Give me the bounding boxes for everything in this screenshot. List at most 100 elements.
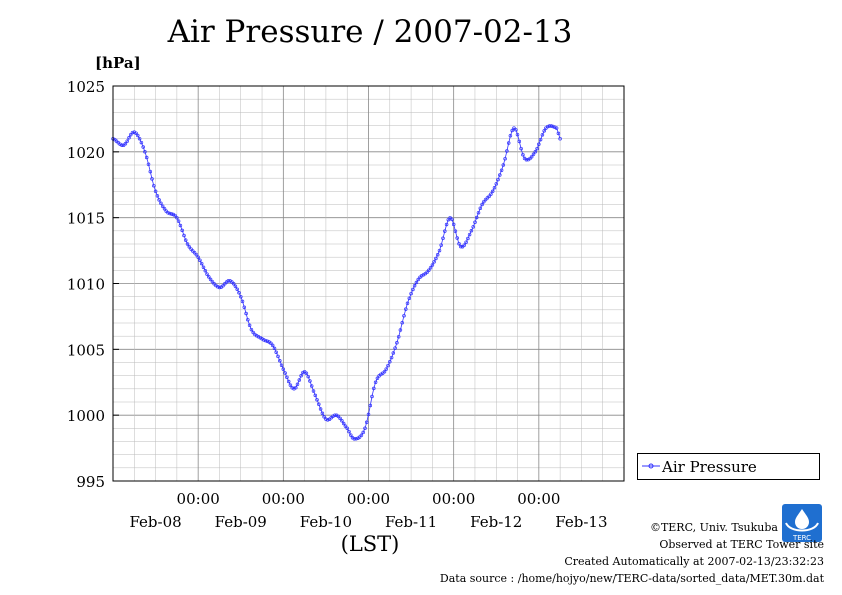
data-point — [510, 128, 514, 133]
data-point — [338, 416, 342, 421]
credit-data-source: Data source : /home/hojyo/new/TERC-data/… — [439, 572, 824, 585]
data-point — [478, 206, 483, 210]
data-point — [471, 225, 475, 229]
data-point — [118, 142, 122, 147]
data-point — [180, 228, 184, 233]
data-point — [467, 232, 472, 237]
data-point — [168, 211, 172, 216]
data-point — [333, 413, 337, 417]
data-point — [466, 236, 470, 241]
data-point — [276, 354, 280, 359]
data-point — [457, 241, 461, 246]
data-point — [428, 266, 433, 270]
data-point — [270, 343, 275, 348]
data-point — [389, 355, 394, 360]
data-point — [128, 133, 133, 137]
data-point — [341, 421, 346, 426]
data-point — [359, 433, 364, 438]
data-point — [517, 139, 522, 144]
data-point — [130, 130, 135, 135]
data-point — [183, 238, 188, 242]
data-point — [254, 334, 259, 338]
data-point — [538, 137, 543, 142]
data-point — [432, 260, 436, 264]
data-point — [547, 124, 552, 128]
data-point — [529, 154, 534, 159]
data-point — [143, 150, 147, 154]
data-point — [404, 307, 408, 311]
x-tick-time-label: 00:00 — [177, 490, 220, 508]
data-point — [141, 145, 145, 149]
x-tick-date-label: Feb-09 — [215, 513, 267, 531]
data-point — [553, 125, 557, 129]
legend-label: Air Pressure — [662, 458, 757, 476]
data-point — [473, 220, 477, 225]
data-point — [354, 436, 358, 441]
x-axis-ticks: 00:00 00:00 00:00 00:00 00:00 Feb-08 Feb-09 Feb… — [129, 490, 607, 531]
data-point — [489, 192, 493, 196]
data-point — [262, 338, 266, 342]
data-point — [540, 133, 545, 137]
data-point — [283, 371, 287, 375]
data-point — [223, 282, 227, 286]
data-point — [396, 334, 401, 339]
data-point — [430, 263, 435, 267]
x-tick-date-label: Feb-10 — [300, 513, 352, 531]
data-point — [246, 317, 250, 322]
data-point — [515, 132, 520, 137]
data-point — [345, 426, 349, 431]
data-point — [125, 139, 129, 143]
data-point — [347, 429, 351, 434]
data-point — [295, 382, 300, 387]
data-point — [464, 240, 468, 244]
data-point — [309, 384, 314, 388]
y-tick-label: 1005 — [67, 341, 105, 359]
credit-copyright: ©TERC, Univ. Tsukuba — [649, 521, 778, 534]
plot-frame — [112, 85, 625, 482]
data-point — [175, 215, 179, 220]
data-point — [414, 280, 419, 285]
data-point — [185, 242, 190, 246]
y-tick-label: 1025 — [67, 78, 105, 96]
data-point — [237, 291, 241, 295]
data-point — [450, 217, 454, 222]
data-point — [451, 222, 456, 227]
data-point — [443, 229, 447, 233]
data-point — [196, 255, 200, 259]
data-point — [556, 131, 561, 136]
data-point — [411, 287, 415, 292]
data-point — [416, 277, 420, 282]
y-tick-label: 1000 — [67, 407, 105, 425]
data-point — [340, 419, 344, 423]
data-point — [315, 397, 319, 402]
credit-observed: Observed at TERC Tower site — [659, 538, 824, 551]
data-point — [144, 155, 149, 160]
data-point — [192, 251, 197, 255]
data-point — [239, 294, 243, 299]
y-axis-ticks: 995 1000 1005 1010 1015 1020 1025 — [67, 78, 119, 491]
data-point — [285, 375, 289, 380]
y-tick-label: 1015 — [67, 210, 105, 228]
data-point — [123, 142, 128, 146]
data-point — [215, 285, 220, 289]
grid-lines — [113, 86, 624, 481]
logo-text: TERC — [792, 534, 811, 542]
y-tick-label: 1020 — [67, 144, 105, 162]
data-point — [191, 249, 195, 253]
data-point — [155, 194, 160, 198]
data-point — [281, 367, 286, 371]
y-tick-label: 995 — [76, 473, 105, 491]
series-line — [112, 125, 561, 440]
y-axis-unit: [hPa] — [95, 54, 141, 72]
data-point — [487, 194, 491, 198]
data-point — [274, 350, 278, 354]
data-point — [178, 223, 183, 228]
data-point — [244, 311, 248, 316]
data-point — [198, 258, 202, 262]
data-point — [494, 182, 499, 186]
data-point — [306, 374, 310, 379]
data-point — [462, 243, 467, 247]
data-point — [242, 305, 247, 309]
data-point — [455, 236, 459, 240]
data-point — [361, 430, 365, 435]
